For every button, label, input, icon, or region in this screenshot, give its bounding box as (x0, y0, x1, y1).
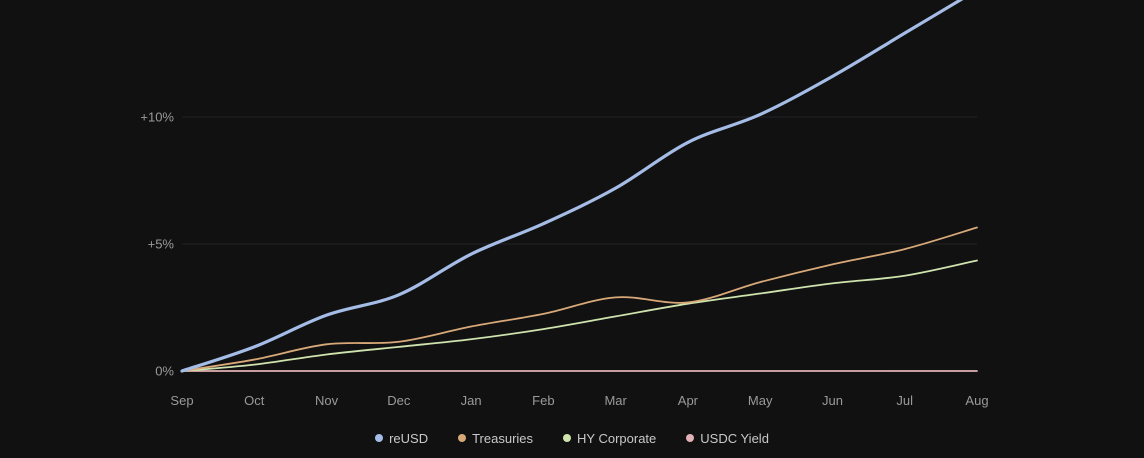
x-tick-label: Mar (604, 393, 627, 408)
x-tick-label: Aug (965, 393, 988, 408)
x-tick-label: Jun (822, 393, 843, 408)
x-tick-label: Oct (244, 393, 265, 408)
x-tick-label: Dec (387, 393, 411, 408)
series-line-reusd (180, 0, 964, 373)
y-tick-label: +5% (148, 237, 175, 252)
x-tick-label: Nov (315, 393, 339, 408)
legend-item-treasuries[interactable]: Treasuries (458, 431, 533, 446)
series-line-treasuries (181, 226, 978, 372)
x-tick-label: Sep (170, 393, 193, 408)
legend-label: HY Corporate (577, 430, 657, 446)
x-tick-label: Jul (896, 393, 913, 408)
legend-dot-icon (375, 434, 384, 442)
x-tick-label: Jan (461, 393, 482, 408)
legend-label: reUSD (389, 430, 429, 446)
y-tick-label: +10% (140, 110, 174, 125)
legend-label: USDC Yield (700, 430, 769, 446)
chart-plot-area: 0% +5% +10% Sep Oct Nov Dec Jan Feb Mar Apr May Jun J… (140, 0, 989, 408)
series-line-hy-corporate (181, 259, 978, 372)
legend-dot-icon (686, 434, 695, 442)
legend-dot-icon (458, 434, 467, 442)
x-tick-label: Feb (532, 393, 554, 408)
legend-dot-icon (563, 434, 572, 442)
chart-legend: reUSD Treasuries HY Corporate USDC Yield (0, 428, 1144, 448)
legend-item-usdc-yield[interactable]: USDC Yield (686, 431, 769, 446)
legend-item-reusd[interactable]: reUSD (375, 431, 428, 446)
legend-label: Treasuries (472, 430, 534, 446)
x-tick-label: Apr (678, 393, 699, 408)
x-tick-label: May (748, 393, 773, 408)
legend-item-hy-corporate[interactable]: HY Corporate (563, 431, 656, 446)
y-tick-label: 0% (155, 364, 174, 379)
